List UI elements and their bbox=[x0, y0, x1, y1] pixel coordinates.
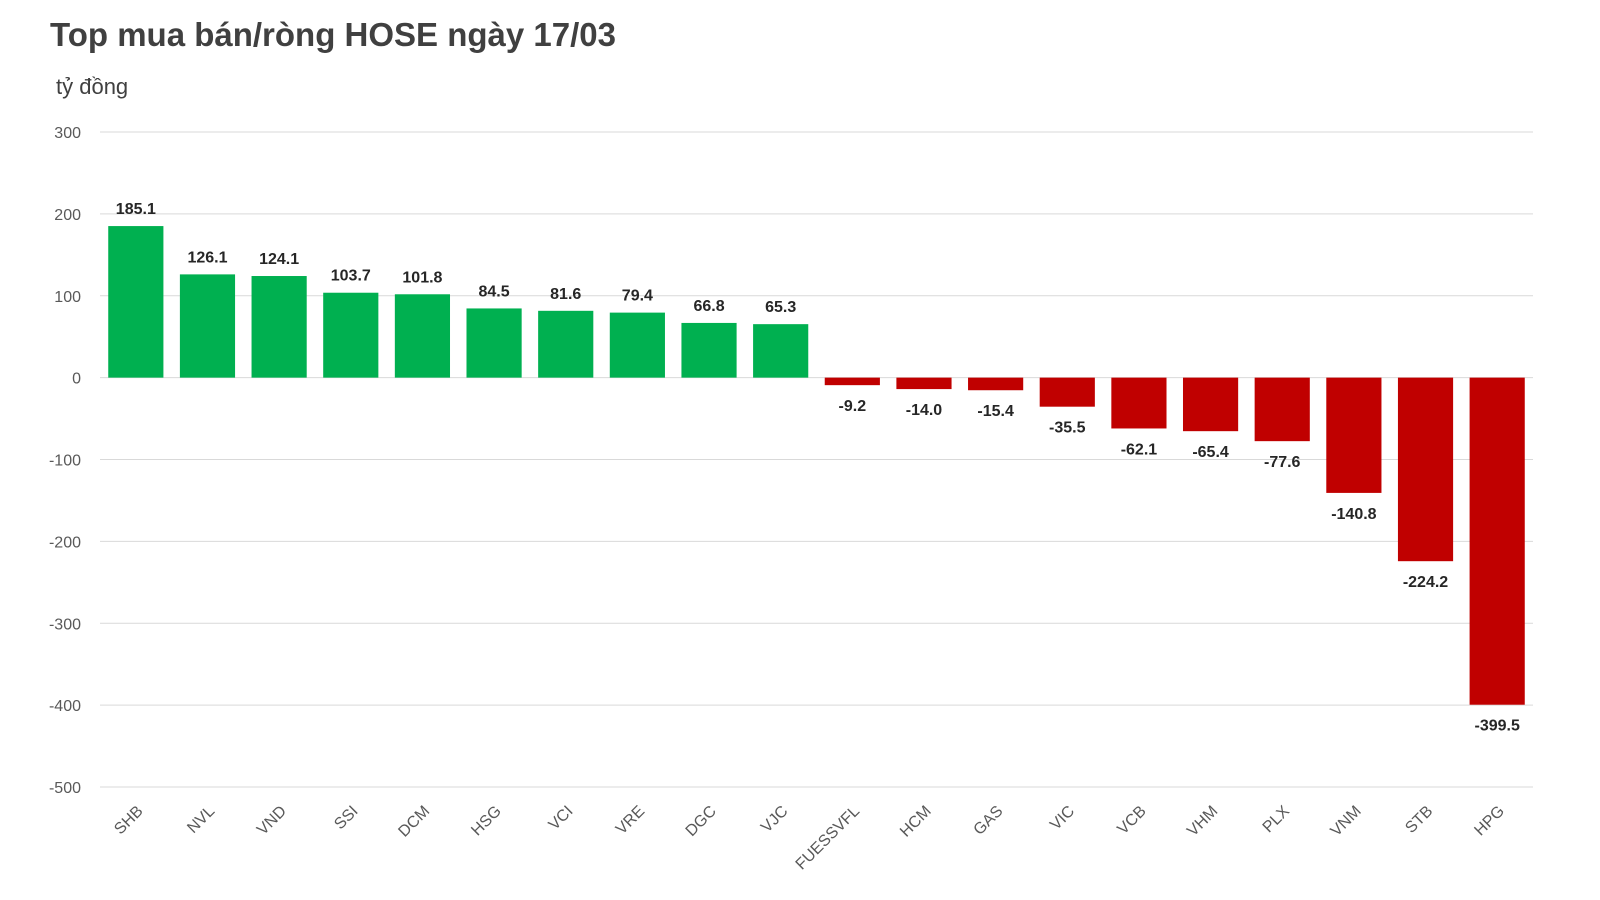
x-category-label: HCM bbox=[897, 803, 935, 841]
x-category-label: NVL bbox=[184, 803, 218, 837]
x-category-label: SSI bbox=[331, 803, 361, 833]
data-label: -15.4 bbox=[977, 403, 1014, 420]
bar-dgc bbox=[681, 322, 737, 378]
data-label: 84.5 bbox=[479, 283, 510, 300]
y-tick-label: -400 bbox=[49, 698, 81, 715]
x-category-label: DGC bbox=[683, 803, 720, 840]
x-category-label: VRE bbox=[613, 803, 648, 838]
y-tick-label: 200 bbox=[54, 207, 81, 224]
bar-gas bbox=[968, 377, 1024, 391]
bar-hpg bbox=[1469, 377, 1525, 705]
data-label: 124.1 bbox=[259, 251, 299, 268]
bar-ssi bbox=[323, 292, 379, 378]
x-category-label: VCI bbox=[546, 803, 577, 834]
bar-nvl bbox=[179, 274, 236, 378]
bar-hcm bbox=[896, 377, 952, 390]
data-label: 66.8 bbox=[693, 298, 724, 315]
data-label: -62.1 bbox=[1121, 441, 1158, 458]
y-axis-unit-label: tỷ đồng bbox=[56, 74, 129, 99]
bar-vjc bbox=[753, 324, 809, 378]
bars bbox=[108, 226, 1525, 705]
data-label: -9.2 bbox=[839, 398, 867, 415]
data-labels: 185.1 126.1 124.1 103.7 101.8 84.5 81.6 79.4 66.… bbox=[116, 201, 1520, 735]
bar-shb bbox=[108, 226, 164, 378]
data-label: -65.4 bbox=[1192, 444, 1229, 461]
x-category-label: VNM bbox=[1328, 803, 1365, 840]
data-label: 101.8 bbox=[402, 269, 442, 286]
bar-vic bbox=[1039, 377, 1095, 407]
bar-vnd bbox=[251, 276, 307, 378]
y-tick-label: -200 bbox=[49, 534, 81, 551]
data-label: -399.5 bbox=[1474, 718, 1519, 735]
gridlines bbox=[100, 131, 1533, 788]
x-category-label: SHB bbox=[111, 803, 146, 838]
bar-plx bbox=[1254, 377, 1310, 442]
data-label: 79.4 bbox=[622, 288, 653, 305]
x-category-label: HSG bbox=[468, 803, 505, 840]
x-category-label: PLX bbox=[1260, 803, 1294, 837]
data-label: 185.1 bbox=[116, 201, 156, 218]
x-category-label: FUESSVFL bbox=[793, 803, 864, 874]
x-axis-categories: SHB NVL VND SSI DCM HSG VCI VRE DGC VJC FUESSVFL HC… bbox=[111, 803, 1508, 874]
y-tick-label: 100 bbox=[54, 289, 81, 306]
bar-vnm bbox=[1326, 377, 1382, 493]
data-label: -14.0 bbox=[906, 402, 943, 419]
data-label: -77.6 bbox=[1264, 454, 1301, 471]
chart-title: Top mua bán/ròng HOSE ngày 17/03 bbox=[50, 16, 616, 53]
bar-stb bbox=[1397, 377, 1454, 562]
x-category-label: VCB bbox=[1114, 803, 1149, 838]
y-tick-label: 300 bbox=[54, 125, 81, 142]
bar-vci bbox=[538, 310, 594, 378]
y-axis-ticks: 300 200 100 0 -100 -200 -300 -400 -500 bbox=[49, 125, 81, 797]
x-category-label: GAS bbox=[971, 803, 1007, 839]
x-category-label: VJC bbox=[758, 803, 791, 836]
data-label: -35.5 bbox=[1049, 420, 1086, 437]
x-category-label: VND bbox=[254, 803, 290, 839]
data-label: -140.8 bbox=[1331, 506, 1376, 523]
data-label: 81.6 bbox=[550, 286, 581, 303]
x-category-label: HPG bbox=[1471, 803, 1508, 840]
bar-vhm bbox=[1182, 377, 1239, 432]
x-category-label: DCM bbox=[395, 803, 433, 841]
data-label: -224.2 bbox=[1403, 574, 1448, 591]
y-tick-label: -500 bbox=[49, 780, 81, 797]
data-label: 126.1 bbox=[187, 249, 227, 266]
x-category-label: VHM bbox=[1184, 803, 1221, 840]
bar-vre bbox=[609, 312, 665, 378]
x-category-label: STB bbox=[1402, 803, 1436, 837]
y-tick-label: -300 bbox=[49, 616, 81, 633]
bar-hsg bbox=[466, 308, 522, 378]
y-tick-label: -100 bbox=[49, 453, 81, 470]
bar-vcb bbox=[1111, 377, 1167, 429]
data-label: 65.3 bbox=[765, 299, 796, 316]
bar-fuessvfl bbox=[824, 377, 880, 386]
bar-dcm bbox=[394, 294, 451, 378]
y-tick-label: 0 bbox=[72, 371, 81, 388]
data-label: 103.7 bbox=[331, 268, 371, 285]
x-category-label: VIC bbox=[1047, 803, 1078, 834]
